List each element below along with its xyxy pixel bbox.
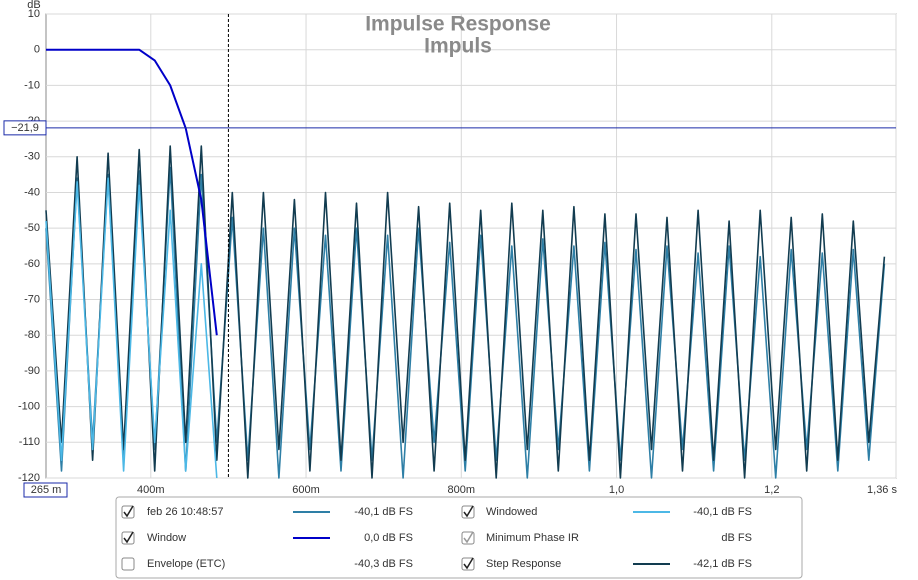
x-start-box — [23, 482, 68, 498]
y-tick-label: 0 — [34, 44, 40, 56]
legend-reading: -42,1 dB FS — [693, 558, 752, 570]
trace — [45, 177, 218, 479]
legend-box — [115, 496, 803, 579]
y-tick-label: -120 — [18, 472, 40, 484]
legend-checkmark — [123, 531, 134, 544]
y-tick-label: -90 — [24, 365, 40, 377]
legend-name[interactable]: Envelope (ETC) — [147, 558, 225, 570]
trace — [45, 145, 886, 479]
x-tick-label: 1,2 — [764, 484, 779, 496]
legend-name[interactable]: Windowed — [486, 506, 537, 518]
legend-reading: 0,0 dB FS — [364, 532, 413, 544]
y-tick-label: 10 — [28, 8, 40, 20]
x-tick-label: 800m — [448, 484, 476, 496]
cursor-label-box — [3, 120, 47, 136]
chart-title: Impulse Response — [365, 13, 551, 36]
legend-name[interactable]: Minimum Phase IR — [486, 532, 579, 544]
y-tick-label: -80 — [24, 329, 40, 341]
x-tick-label: 1,0 — [609, 484, 624, 496]
legend-name[interactable]: Window — [147, 532, 186, 544]
y-tick-label: -70 — [24, 293, 40, 305]
legend-checkmark — [463, 557, 474, 570]
cursor-label: −21,9 — [11, 122, 39, 134]
legend-reading: dB FS — [721, 532, 752, 544]
traces — [45, 48, 886, 479]
chart-subtitle: Impuls — [424, 35, 492, 58]
x-tick-label: 600m — [292, 484, 320, 496]
y-tick-label: -100 — [18, 401, 40, 413]
y-axis-label: dB — [27, 0, 40, 11]
grid — [46, 13, 897, 479]
legend-name[interactable]: Step Response — [486, 558, 561, 570]
x-tick-label: 265 m — [31, 484, 62, 496]
legend-reading: -40,3 dB FS — [354, 558, 413, 570]
x-tick-label: 400m — [137, 484, 165, 496]
x-tick-label: 1,36 s — [867, 484, 897, 496]
y-tick-label: -50 — [24, 222, 40, 234]
y-tick-label: -40 — [24, 186, 40, 198]
y-tick-label: -60 — [24, 258, 40, 270]
trace — [46, 48, 218, 336]
y-tick-label: -10 — [24, 79, 40, 91]
legend: feb 26 10:48:57 -40,1 dB FS Windowed -40,1 … — [121, 505, 752, 571]
legend-checkmark — [463, 505, 474, 518]
y-tick-label: -110 — [19, 436, 40, 448]
legend-reading: -40,1 dB FS — [693, 506, 752, 518]
legend-checkmark — [123, 505, 134, 518]
legend-name[interactable]: feb 26 10:48:57 — [147, 506, 223, 518]
y-tick-label: -30 — [24, 151, 40, 163]
legend-checkmark — [463, 531, 474, 544]
legend-checkbox[interactable] — [121, 557, 135, 571]
legend-reading: -40,1 dB FS — [354, 506, 413, 518]
